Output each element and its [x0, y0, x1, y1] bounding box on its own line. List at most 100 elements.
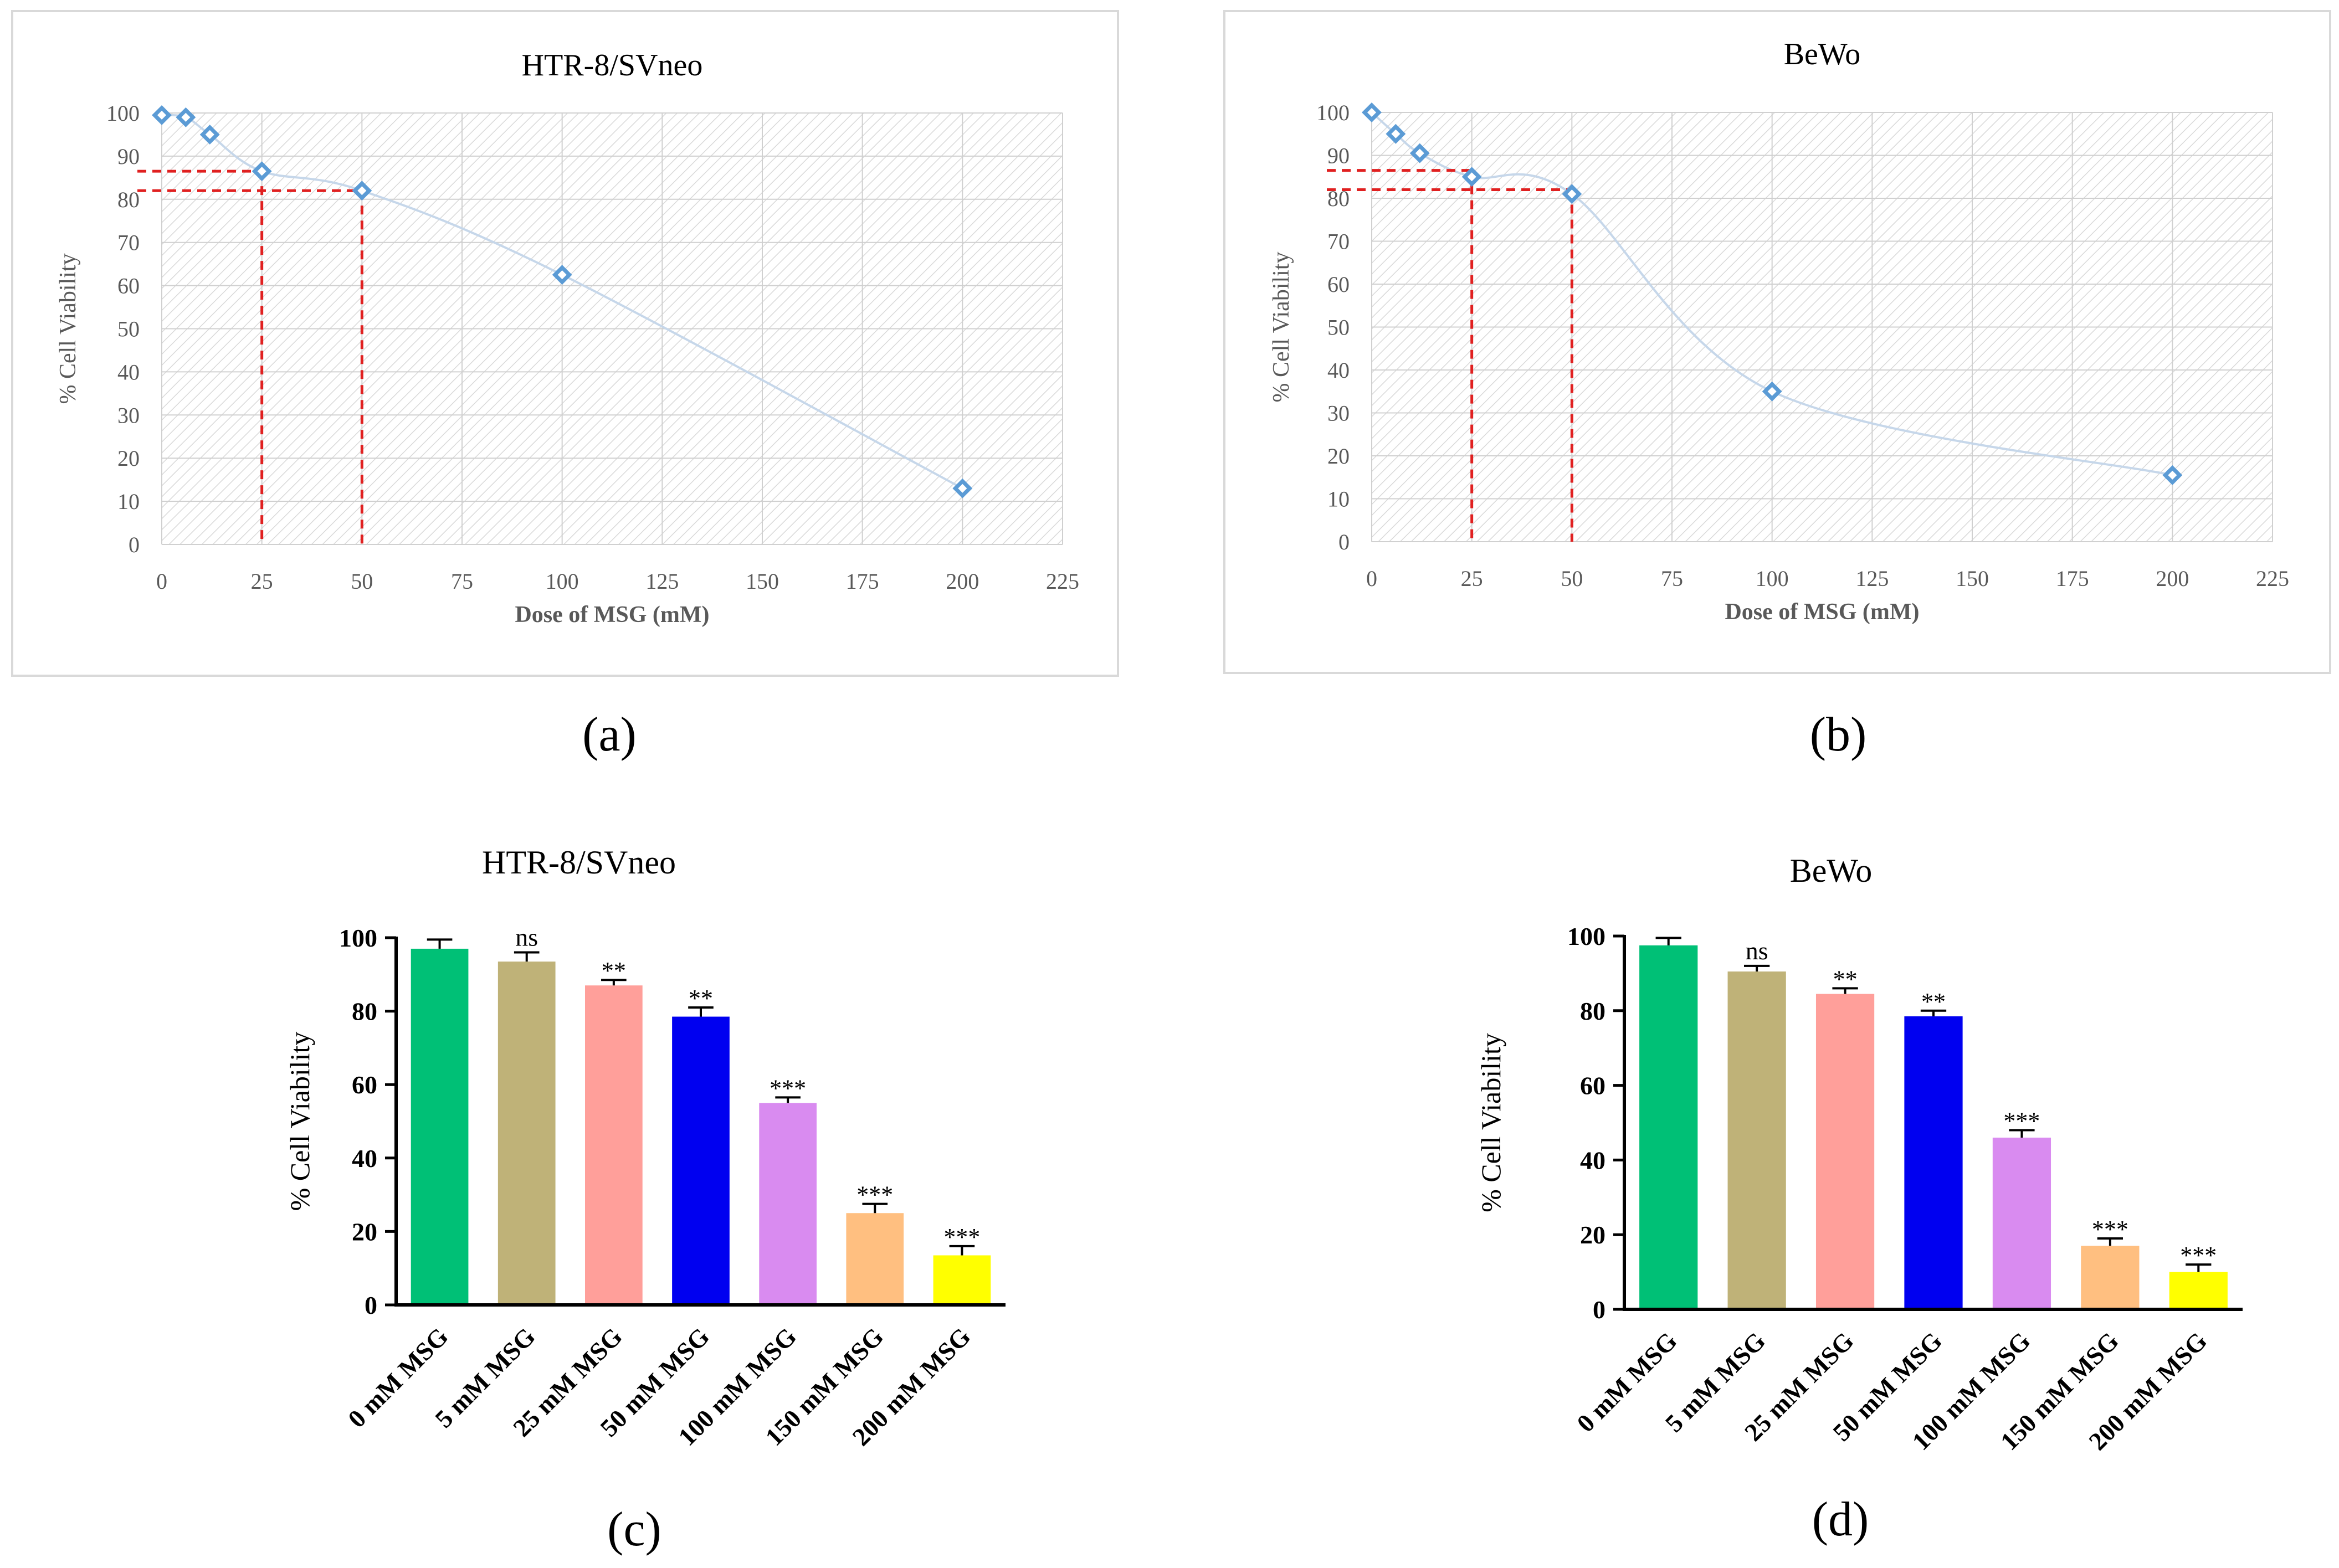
y-tick-label: 90	[117, 144, 140, 169]
data-point	[352, 181, 372, 201]
bar	[2169, 1272, 2228, 1309]
y-tick-label: 10	[117, 489, 140, 514]
y-tick-label: 80	[352, 998, 377, 1026]
y-tick-label: 60	[1580, 1072, 1606, 1100]
panel-label-a: (a)	[582, 708, 637, 762]
y-tick-label: 90	[1327, 143, 1350, 168]
chart-title: HTR-8/SVneo	[522, 48, 703, 83]
data-point	[252, 161, 272, 182]
data-point	[199, 125, 220, 145]
data-point	[176, 107, 196, 127]
x-tick-label: 150	[1956, 566, 1989, 591]
x-tick-label: 0	[1366, 566, 1377, 591]
significance-label: **	[1833, 965, 1858, 993]
y-tick-label: 100	[1316, 100, 1350, 125]
y-tick-label: 50	[1327, 315, 1350, 340]
bar	[933, 1255, 991, 1305]
y-tick-label: 60	[352, 1071, 377, 1099]
x-tick-label: 100	[1756, 566, 1789, 591]
x-tick-label: 125	[645, 569, 679, 594]
significance-label: **	[602, 957, 626, 984]
data-point	[1762, 381, 1782, 402]
y-tick-label: 20	[1580, 1221, 1606, 1249]
bar	[1727, 971, 1786, 1309]
trend-line	[161, 114, 963, 490]
bar	[672, 1016, 730, 1305]
y-tick-label: 80	[1580, 997, 1606, 1025]
data-point	[1461, 167, 1482, 187]
data-point	[1409, 143, 1430, 163]
x-tick-label: 75	[1661, 566, 1683, 591]
x-axis-label: Dose of MSG (mM)	[515, 602, 709, 628]
x-tick-label: 200	[946, 569, 979, 594]
bar	[759, 1103, 817, 1305]
y-tick-label: 70	[1327, 229, 1350, 254]
y-axis-label: % Cell Viability	[55, 253, 81, 404]
y-tick-label: 100	[339, 924, 377, 952]
significance-label: ns	[1746, 937, 1768, 965]
data-point	[1362, 102, 1382, 122]
data-point	[152, 105, 172, 125]
y-tick-label: 100	[106, 101, 140, 126]
bar	[411, 948, 469, 1305]
bar	[585, 985, 643, 1305]
y-tick-label: 40	[117, 359, 140, 384]
bar	[2081, 1246, 2140, 1309]
data-point	[2162, 465, 2183, 485]
y-tick-label: 30	[117, 403, 140, 428]
bar	[1639, 945, 1698, 1309]
y-axis-label: % Cell Viability	[1269, 251, 1294, 402]
chart-title: HTR-8/SVneo	[482, 844, 676, 881]
y-tick-label: 50	[117, 317, 140, 342]
x-tick-label: 225	[2256, 566, 2289, 591]
chart-title: BeWo	[1784, 37, 1861, 71]
x-tick-label: 150	[746, 569, 779, 594]
x-tick-label: 0	[156, 569, 167, 594]
x-tick-label: 175	[846, 569, 879, 594]
significance-label: ***	[770, 1075, 806, 1102]
bar	[497, 962, 556, 1305]
x-tick-label: 125	[1855, 566, 1889, 591]
x-tick-label: 75	[451, 569, 473, 594]
significance-label: ***	[2003, 1107, 2040, 1134]
y-tick-label: 40	[1327, 358, 1350, 383]
data-point	[952, 478, 973, 498]
x-tick-label: 25	[1461, 566, 1483, 591]
y-tick-label: 10	[1327, 487, 1350, 512]
panel-label-d: (d)	[1812, 1493, 1869, 1546]
bar	[1815, 994, 1875, 1309]
y-tick-label: 20	[352, 1217, 377, 1246]
dose-response-chart-htr8: 0 10 20 30 40 50 60 70 80 90 100 0 25 50 75 100 125 150 17…	[55, 48, 1079, 628]
data-point	[552, 265, 572, 285]
y-axis-label: % Cell Viability	[284, 1032, 315, 1211]
y-tick-label: 30	[1327, 401, 1350, 426]
panel-label-b: (b)	[1810, 708, 1867, 762]
y-tick-label: 70	[117, 230, 140, 255]
x-tick-label: 200	[2156, 566, 2189, 591]
chart-title: BeWo	[1790, 852, 1872, 889]
significance-label: ***	[2092, 1216, 2128, 1243]
x-axis-label: Dose of MSG (mM)	[1725, 599, 1919, 625]
y-tick-label: 40	[352, 1144, 377, 1173]
x-tick-label: 100	[546, 569, 579, 594]
y-tick-label: 0	[129, 532, 140, 557]
x-tick-label: 50	[1561, 566, 1583, 591]
significance-label: ***	[2180, 1242, 2217, 1269]
x-tick-label: 175	[2056, 566, 2089, 591]
y-tick-label: 100	[1567, 922, 1606, 950]
significance-label: **	[1921, 988, 1946, 1015]
y-tick-label: 0	[1338, 529, 1350, 554]
data-point	[1562, 184, 1582, 204]
data-point	[1386, 124, 1406, 144]
significance-label: ***	[856, 1181, 893, 1209]
x-tick-label: 25	[251, 569, 273, 594]
significance-label: ***	[943, 1223, 980, 1251]
y-tick-label: 40	[1580, 1146, 1606, 1174]
bar	[846, 1213, 904, 1305]
y-tick-label: 80	[117, 187, 140, 212]
y-tick-label: 20	[1327, 444, 1350, 469]
